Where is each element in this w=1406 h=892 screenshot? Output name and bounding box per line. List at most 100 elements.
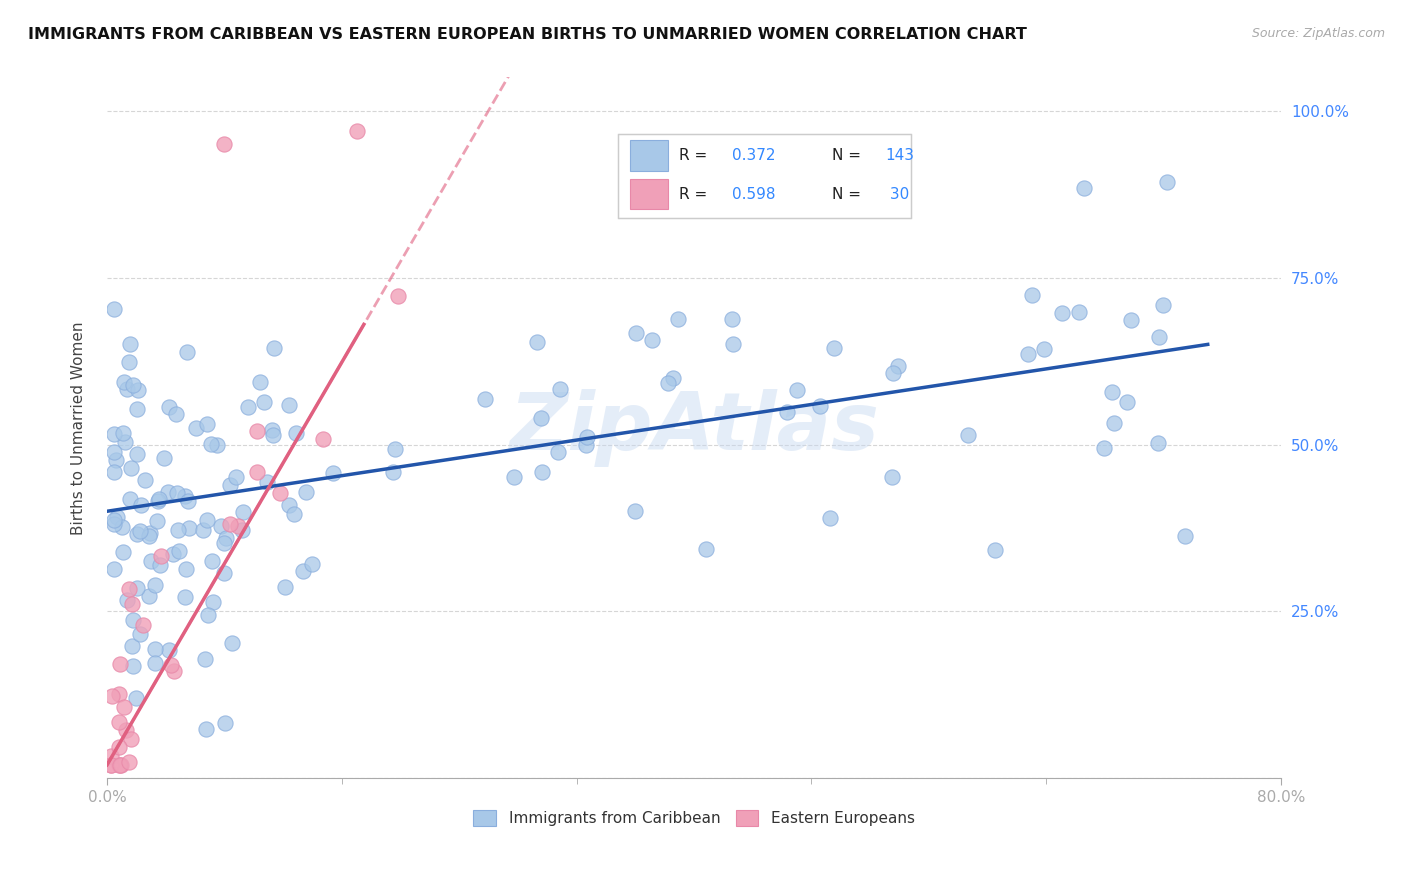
Point xyxy=(200,554,222,568)
Y-axis label: Births to Unmarried Women: Births to Unmarried Women xyxy=(72,321,86,534)
Point xyxy=(1101,384,1123,399)
Point xyxy=(129,524,152,538)
Point xyxy=(1092,441,1115,455)
Point xyxy=(956,427,979,442)
Point xyxy=(162,664,184,678)
Point xyxy=(100,757,122,772)
Point xyxy=(157,642,180,657)
Point xyxy=(120,732,142,747)
Point xyxy=(211,519,233,533)
Point xyxy=(283,507,305,521)
Point xyxy=(256,475,278,490)
Point xyxy=(138,529,160,543)
Point xyxy=(110,757,132,772)
Point xyxy=(221,636,243,650)
Point xyxy=(205,438,228,452)
Point xyxy=(1147,330,1170,344)
Point xyxy=(195,722,218,736)
Point xyxy=(143,656,166,670)
Point xyxy=(269,486,291,500)
Point xyxy=(195,513,218,527)
Point xyxy=(118,755,141,769)
Point xyxy=(662,370,685,384)
Point xyxy=(1069,305,1091,319)
Point xyxy=(387,289,409,303)
Point xyxy=(138,526,160,541)
Point xyxy=(548,382,571,396)
Point xyxy=(107,687,129,701)
Point xyxy=(530,411,553,425)
Point xyxy=(103,465,125,479)
Point xyxy=(108,739,131,754)
Point xyxy=(322,466,344,480)
Point xyxy=(117,582,139,596)
Point xyxy=(193,523,215,537)
Point xyxy=(1021,288,1043,302)
Point xyxy=(984,542,1007,557)
Point xyxy=(174,489,197,503)
Point xyxy=(346,124,368,138)
Point xyxy=(1119,313,1142,327)
Point xyxy=(882,470,904,484)
Point xyxy=(174,562,197,576)
Point xyxy=(125,582,148,596)
Point xyxy=(114,434,136,449)
Point xyxy=(253,394,276,409)
Point xyxy=(810,400,832,414)
Point xyxy=(197,607,219,622)
Point xyxy=(143,642,166,657)
Point xyxy=(100,757,122,772)
Point xyxy=(103,301,125,316)
Point xyxy=(112,376,135,390)
Point xyxy=(194,651,217,665)
Point xyxy=(112,426,135,441)
Point xyxy=(125,690,148,705)
Point xyxy=(641,333,664,347)
Point xyxy=(547,445,569,459)
Point xyxy=(111,520,134,534)
Point xyxy=(249,375,271,389)
Point xyxy=(118,336,141,351)
Point xyxy=(721,337,744,351)
Point xyxy=(165,407,187,421)
Point xyxy=(695,542,717,557)
Point xyxy=(121,613,143,627)
Point xyxy=(127,447,149,461)
Point xyxy=(127,402,149,417)
Text: IMMIGRANTS FROM CARIBBEAN VS EASTERN EUROPEAN BIRTHS TO UNMARRIED WOMEN CORRELAT: IMMIGRANTS FROM CARIBBEAN VS EASTERN EUR… xyxy=(28,27,1026,42)
Point xyxy=(1115,394,1137,409)
Point xyxy=(108,657,131,672)
Text: Source: ZipAtlas.com: Source: ZipAtlas.com xyxy=(1251,27,1385,40)
Point xyxy=(624,326,647,340)
Point xyxy=(1052,306,1074,320)
Legend: Immigrants from Caribbean, Eastern Europeans: Immigrants from Caribbean, Eastern Europ… xyxy=(465,803,922,834)
Point xyxy=(148,558,170,572)
Point xyxy=(115,593,138,607)
Point xyxy=(246,424,269,438)
Point xyxy=(167,524,190,538)
Point xyxy=(173,590,195,604)
Point xyxy=(127,383,149,397)
Point xyxy=(502,470,524,484)
Point xyxy=(157,485,180,500)
Point xyxy=(214,137,236,152)
Point xyxy=(295,484,318,499)
Point xyxy=(1152,298,1174,312)
Point xyxy=(530,465,553,479)
Point xyxy=(786,384,808,398)
Point xyxy=(232,506,254,520)
Point xyxy=(184,421,207,435)
Point xyxy=(103,427,125,442)
Point xyxy=(219,478,242,492)
Point xyxy=(575,438,598,452)
Point xyxy=(120,461,142,475)
Point xyxy=(277,498,299,512)
Point xyxy=(823,341,845,355)
Point xyxy=(212,566,235,580)
Point xyxy=(301,557,323,571)
Point xyxy=(214,715,236,730)
Point xyxy=(474,392,496,406)
Point xyxy=(215,531,238,545)
Point xyxy=(776,405,799,419)
Point xyxy=(134,473,156,487)
